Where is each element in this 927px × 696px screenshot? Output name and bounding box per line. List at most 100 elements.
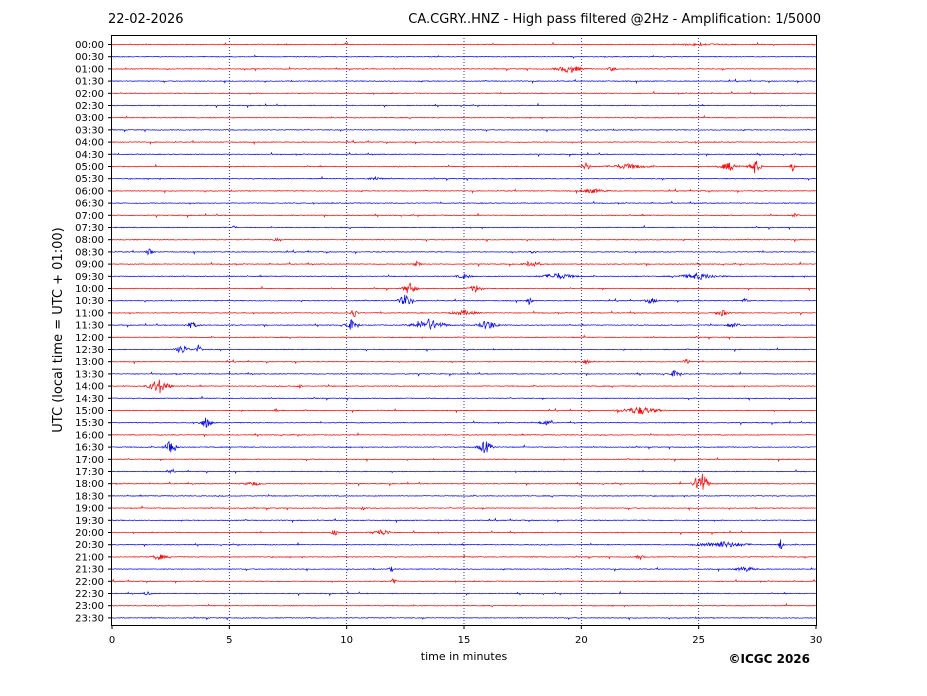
trace-2230 bbox=[111, 590, 816, 597]
trace-1500 bbox=[111, 406, 816, 415]
trace-2300 bbox=[111, 602, 816, 608]
x-tick-label: 10 bbox=[340, 635, 353, 646]
trace-0530 bbox=[111, 175, 816, 182]
chart-title: CA.CGRY..HNZ - High pass filtered @2Hz -… bbox=[408, 12, 821, 27]
trace-0900 bbox=[111, 260, 816, 268]
y-tick-label: 15:30 bbox=[75, 418, 104, 429]
y-tick-label: 22:00 bbox=[75, 577, 104, 588]
y-tick-label: 14:00 bbox=[75, 382, 104, 393]
x-axis-label: time in minutes bbox=[421, 650, 508, 663]
trace-0000 bbox=[111, 41, 816, 47]
y-tick-label: 10:30 bbox=[75, 296, 104, 307]
y-tick-label: 12:00 bbox=[75, 333, 104, 344]
trace-1230 bbox=[111, 344, 816, 354]
y-tick-label: 17:00 bbox=[75, 455, 104, 466]
y-tick-label: 00:30 bbox=[75, 52, 104, 63]
y-tick-label: 15:00 bbox=[75, 406, 104, 417]
trace-0330 bbox=[111, 128, 817, 133]
y-tick-label: 19:00 bbox=[75, 504, 104, 515]
copyright-label: ©ICGC 2026 bbox=[728, 652, 810, 666]
y-tick-label: 01:30 bbox=[75, 77, 104, 88]
y-tick-label: 18:00 bbox=[75, 479, 104, 490]
trace-0300 bbox=[111, 114, 817, 120]
trace-1600 bbox=[111, 431, 816, 438]
y-tick-label: 04:00 bbox=[75, 138, 104, 149]
trace-rows bbox=[111, 41, 817, 621]
y-tick-label: 09:00 bbox=[75, 260, 104, 271]
y-tick-label: 06:00 bbox=[75, 186, 104, 197]
trace-0430 bbox=[111, 151, 816, 158]
y-tick-label: 23:00 bbox=[75, 601, 104, 612]
y-tick-label: 06:30 bbox=[75, 199, 104, 210]
trace-1830 bbox=[111, 493, 816, 498]
y-tick-label: 21:30 bbox=[75, 565, 104, 576]
trace-1900 bbox=[111, 505, 816, 511]
y-tick-label: 21:00 bbox=[75, 552, 104, 563]
trace-0230 bbox=[111, 102, 816, 109]
trace-2000 bbox=[111, 529, 816, 536]
x-tick-label: 25 bbox=[692, 635, 705, 646]
y-tick-label: 17:30 bbox=[75, 467, 104, 478]
trace-0730 bbox=[111, 224, 817, 231]
y-tick-label: 16:30 bbox=[75, 443, 104, 454]
y-tick-label: 05:30 bbox=[75, 174, 104, 185]
trace-0630 bbox=[111, 200, 816, 205]
y-tick-label: 03:30 bbox=[75, 125, 104, 136]
y-tick-label: 08:00 bbox=[75, 235, 104, 246]
trace-1530 bbox=[111, 417, 817, 428]
trace-2100 bbox=[111, 553, 816, 561]
trace-1130 bbox=[111, 318, 816, 331]
trace-1300 bbox=[111, 358, 816, 365]
trace-1100 bbox=[111, 309, 816, 318]
trace-1730 bbox=[111, 468, 816, 475]
trace-1700 bbox=[111, 456, 816, 463]
y-tick-label: 20:30 bbox=[75, 540, 104, 551]
x-tick-label: 30 bbox=[810, 635, 823, 646]
x-axis-ticks: 0 5 10 15 20 25 30 bbox=[109, 625, 823, 646]
x-tick-label: 0 bbox=[109, 635, 115, 646]
y-tick-label: 11:00 bbox=[75, 308, 104, 319]
y-tick-label: 23:30 bbox=[75, 613, 104, 624]
x-tick-label: 5 bbox=[226, 635, 232, 646]
trace-1200 bbox=[111, 334, 817, 340]
y-tick-label: 00:00 bbox=[75, 40, 104, 51]
y-tick-label: 13:30 bbox=[75, 369, 104, 380]
y-tick-label: 01:00 bbox=[75, 64, 104, 75]
y-tick-label: 22:30 bbox=[75, 589, 104, 600]
y-tick-label: 16:00 bbox=[75, 430, 104, 441]
y-tick-label: 14:30 bbox=[75, 394, 104, 405]
trace-0400 bbox=[111, 139, 816, 146]
trace-1930 bbox=[111, 517, 816, 524]
y-tick-label: 12:30 bbox=[75, 345, 104, 356]
trace-0200 bbox=[111, 90, 817, 95]
y-tick-label: 05:00 bbox=[75, 162, 104, 173]
y-tick-label: 03:00 bbox=[75, 113, 104, 124]
trace-1630 bbox=[111, 440, 816, 454]
y-tick-label: 10:00 bbox=[75, 284, 104, 295]
trace-0500 bbox=[111, 160, 817, 174]
x-tick-label: 15 bbox=[458, 635, 471, 646]
y-tick-label: 11:30 bbox=[75, 321, 104, 332]
y-tick-label: 13:00 bbox=[75, 357, 104, 368]
trace-2130 bbox=[111, 566, 816, 573]
trace-1330 bbox=[111, 369, 816, 377]
trace-2030 bbox=[111, 539, 816, 549]
y-axis-label: UTC (local time = UTC + 01:00) bbox=[51, 227, 66, 432]
y-tick-label: 07:00 bbox=[75, 211, 104, 222]
x-tick-label: 20 bbox=[575, 635, 588, 646]
trace-2330 bbox=[111, 616, 816, 621]
y-tick-label: 19:30 bbox=[75, 516, 104, 527]
trace-1030 bbox=[111, 294, 816, 305]
y-tick-label: 20:00 bbox=[75, 528, 104, 539]
trace-0830 bbox=[111, 248, 816, 256]
trace-0100 bbox=[111, 66, 816, 73]
trace-2200 bbox=[111, 578, 816, 585]
y-tick-label: 02:30 bbox=[75, 101, 104, 112]
y-tick-label: 07:30 bbox=[75, 223, 104, 234]
trace-0700 bbox=[111, 212, 817, 219]
trace-0600 bbox=[111, 188, 816, 195]
trace-1400 bbox=[111, 379, 816, 394]
y-tick-label: 18:30 bbox=[75, 491, 104, 502]
